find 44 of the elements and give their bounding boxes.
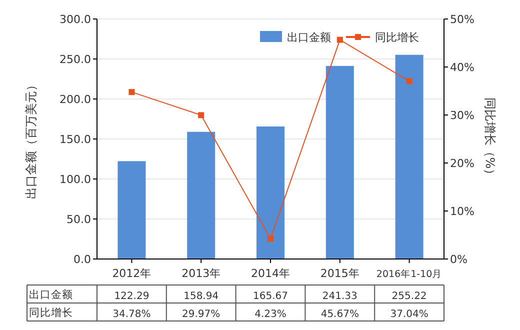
- y2-tick-label: 20%: [450, 157, 474, 170]
- y2-tick-label: 40%: [450, 61, 474, 74]
- y-tick-label: 0.0: [74, 253, 91, 266]
- y-tick-label: 300.0: [60, 13, 91, 26]
- x-tick-label: 2012年: [112, 267, 152, 280]
- point: [198, 112, 204, 118]
- bar: [118, 161, 146, 259]
- data-label: 37.04%: [390, 309, 428, 320]
- point: [268, 236, 274, 242]
- x-tick-label: 2016年1-10月: [376, 268, 442, 280]
- y2-tick-label: 10%: [450, 205, 474, 218]
- data-label: 29.97%: [182, 309, 220, 320]
- point: [128, 89, 135, 96]
- y-tick-label: 50.0: [66, 213, 91, 226]
- data-label: 241.33: [322, 291, 358, 302]
- data-label: 255.22: [392, 291, 427, 302]
- y2-axis-title: 同比增长（%）: [483, 97, 497, 181]
- bar: [395, 54, 424, 259]
- y-tick-label: 150.0: [60, 133, 91, 146]
- legend-label: 同比增长: [375, 31, 419, 44]
- x-tick-label: 2014年: [251, 267, 290, 280]
- data-label: 34.78%: [112, 309, 151, 320]
- x-tick-label: 2015年: [320, 267, 360, 280]
- text: 同比增长: [29, 307, 73, 319]
- y-tick-label: 250.0: [60, 53, 91, 66]
- y2-tick-label: 0%: [450, 253, 468, 266]
- bar: [187, 132, 216, 259]
- data-label: 165.67: [253, 291, 288, 302]
- point: [336, 36, 343, 43]
- data-label: 122.29: [114, 291, 150, 302]
- point: [406, 78, 412, 84]
- data-label: 158.94: [184, 291, 219, 302]
- bar: [256, 126, 284, 259]
- y2-tick-label: 30%: [450, 109, 474, 122]
- legend-label: 出口金额: [287, 31, 331, 44]
- data-label: 4.23%: [254, 309, 286, 320]
- y-axis-title: 出口金额（百万美元）: [24, 79, 38, 199]
- y2-tick-label: 50%: [450, 13, 474, 26]
- y-tick-label: 100.0: [60, 173, 91, 186]
- text: 出口金额: [29, 289, 73, 301]
- x-tick-label: 2013年: [182, 267, 221, 280]
- y-tick-label: 200.0: [60, 93, 91, 106]
- data-label: 45.67%: [320, 309, 359, 320]
- bar: [326, 66, 354, 259]
